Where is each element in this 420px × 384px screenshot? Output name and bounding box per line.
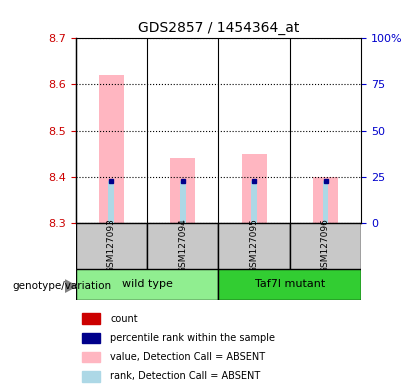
Text: percentile rank within the sample: percentile rank within the sample: [110, 333, 275, 343]
FancyBboxPatch shape: [218, 269, 361, 300]
FancyArrow shape: [65, 280, 76, 292]
Bar: [82, 352, 100, 362]
Text: GSM127096: GSM127096: [321, 218, 330, 273]
Bar: [251, 181, 257, 223]
FancyBboxPatch shape: [218, 223, 290, 269]
Bar: [108, 181, 114, 223]
Text: GSM127094: GSM127094: [178, 218, 187, 273]
Title: GDS2857 / 1454364_at: GDS2857 / 1454364_at: [138, 21, 299, 35]
Bar: [180, 181, 186, 223]
Bar: [323, 181, 328, 223]
Text: value, Detection Call = ABSENT: value, Detection Call = ABSENT: [110, 352, 265, 362]
Bar: [82, 371, 100, 382]
FancyBboxPatch shape: [290, 223, 361, 269]
Text: GSM127093: GSM127093: [107, 218, 116, 273]
Bar: [82, 313, 100, 324]
Text: wild type: wild type: [121, 279, 173, 289]
Bar: [313, 177, 338, 223]
FancyBboxPatch shape: [76, 269, 218, 300]
Bar: [241, 154, 267, 223]
Bar: [170, 158, 195, 223]
Bar: [82, 333, 100, 343]
Text: count: count: [110, 314, 138, 324]
FancyBboxPatch shape: [76, 223, 147, 269]
Bar: [99, 75, 124, 223]
Text: rank, Detection Call = ABSENT: rank, Detection Call = ABSENT: [110, 371, 260, 381]
Text: genotype/variation: genotype/variation: [13, 281, 112, 291]
Text: Taf7l mutant: Taf7l mutant: [255, 279, 325, 289]
FancyBboxPatch shape: [147, 223, 218, 269]
Text: GSM127095: GSM127095: [249, 218, 259, 273]
